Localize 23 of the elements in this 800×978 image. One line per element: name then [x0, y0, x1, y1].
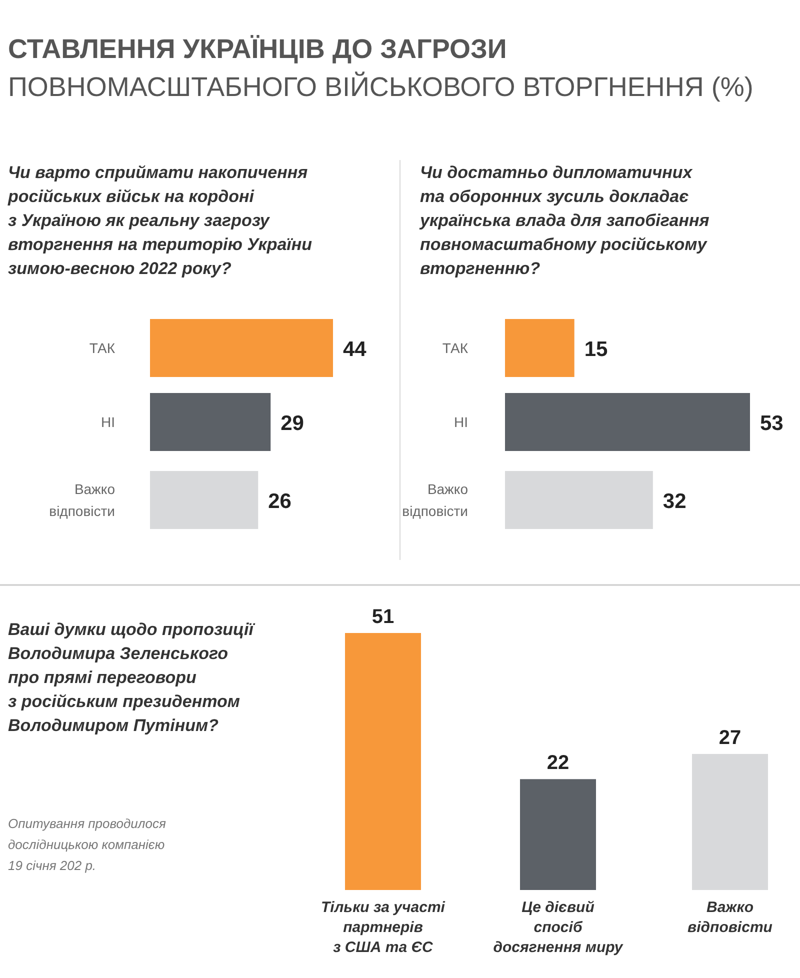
y-tick-label: ТАК [89, 340, 116, 356]
data-label: 15 [584, 338, 608, 361]
x-tick-label: Важко відповісти [688, 899, 772, 936]
x-tick-label: Це дієвий спосіб досягнення миру [493, 899, 624, 956]
data-label: 53 [760, 412, 784, 435]
text: Ваші думки щодо пропозиції Володимира Зеленського про прямі переговори з російським президентом Володимиром Путіним? [8, 620, 256, 735]
chart-subtitle: Чи достатньо дипломатичних та оборонних зусиль докладає українська влада для запобігання повномасштабному російському вторгненню? [419, 163, 710, 278]
data-label: 27 [718, 726, 742, 749]
y-tick-label: Важко відповісти [402, 481, 468, 519]
data-label: 29 [280, 412, 304, 435]
y-tick-label: НІ [101, 414, 115, 430]
data-label: 32 [662, 490, 686, 513]
x-tick-label: Тільки за участі партнерів з США та ЄС [321, 899, 446, 956]
y-tick-label: НІ [454, 414, 468, 430]
data-label: 26 [268, 490, 292, 513]
text: Опитування проводилося дослідницькою компанією 19 січня 202 р. [8, 816, 166, 873]
y-tick-label: Важко відповісти [49, 481, 116, 519]
chart-subtitle: Чи варто сприймати накопичення російських військ на кордоні з Україною як реальну загрозу вторгнення на територію України зимою-весною 2022 року? [7, 163, 313, 278]
chart-title: СТАВЛЕННЯ УКРАЇНЦІВ ДО ЗАГРОЗИ ПОВНОМАСШТАБНОГО ВІЙСЬКОВОГО ВТОРГНЕННЯ (%) [8, 34, 754, 102]
data-label: 22 [546, 752, 570, 774]
data-label: 51 [372, 606, 394, 628]
y-tick-label: ТАК [442, 340, 469, 356]
data-label: 44 [343, 338, 367, 361]
